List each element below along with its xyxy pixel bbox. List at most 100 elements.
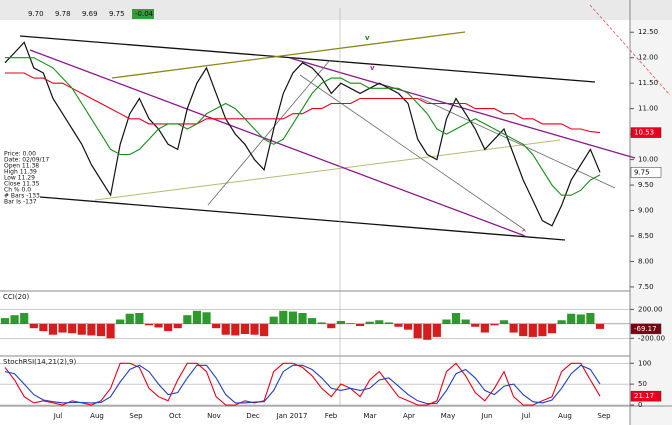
trend-lines	[19, 4, 671, 405]
bar	[509, 323, 518, 333]
bar	[576, 314, 585, 324]
bar	[192, 310, 202, 324]
bar	[269, 316, 278, 324]
header-value: 9.78	[55, 10, 71, 18]
bar	[308, 318, 317, 324]
bar	[595, 323, 605, 329]
bar	[519, 323, 528, 337]
trend-line	[111, 31, 466, 79]
annotation: v	[365, 34, 370, 42]
bar	[586, 313, 595, 324]
header-value: -0.04	[135, 10, 154, 18]
bar	[221, 323, 230, 335]
bar	[144, 323, 154, 326]
header-bar	[0, 0, 672, 20]
bar	[423, 323, 432, 340]
change-box	[132, 9, 154, 19]
bar	[29, 323, 38, 329]
series-line	[5, 72, 601, 134]
x-tick-label: Jun	[481, 412, 493, 420]
info-line: Date: 02/09/17	[4, 157, 49, 164]
x-tick-label: Apr	[403, 412, 415, 420]
bar	[58, 323, 67, 333]
info-line: Ch % 0.0	[4, 187, 31, 194]
bar	[394, 323, 403, 327]
info-line: Close 11.35	[4, 181, 40, 188]
price-tag-label: 9.75	[634, 168, 650, 176]
trend-line	[207, 59, 331, 206]
x-tick-label: Jul	[521, 412, 531, 420]
x-tick-label: Sep	[597, 412, 611, 420]
price-tag	[630, 323, 662, 335]
x-tick-label: May	[441, 412, 455, 420]
bar	[288, 311, 297, 324]
trend-line	[419, 97, 616, 189]
bar	[499, 320, 509, 324]
panel-title: CCI(20)	[3, 293, 29, 301]
bar	[48, 323, 58, 335]
y-tick-label: 50	[638, 380, 647, 388]
info-line: Low 11.29	[4, 175, 35, 182]
header: 9.70 9.78 9.69 9.75 -0.04	[28, 9, 154, 19]
right-axis-bg	[630, 0, 672, 425]
bar	[202, 312, 211, 324]
price-tag-label: -69.17	[634, 325, 657, 333]
y-tick-label: 11.00	[638, 105, 658, 113]
x-tick-label: Mar	[363, 412, 376, 420]
bar	[471, 323, 480, 327]
x-tick-label: Aug	[558, 412, 572, 420]
trend-line	[39, 196, 566, 241]
trend-line	[589, 4, 671, 96]
bar	[106, 323, 115, 339]
bar	[327, 323, 336, 329]
bar	[538, 323, 547, 337]
x-tick-label: Jan 2017	[276, 412, 308, 420]
x-tick-label: Dec	[246, 412, 260, 420]
bar	[77, 323, 86, 335]
bar	[240, 323, 249, 334]
bar	[183, 315, 192, 324]
bar	[451, 313, 461, 324]
price-tag	[630, 390, 662, 402]
info-line: Open 11.38	[4, 163, 39, 170]
bar	[10, 315, 19, 324]
bar	[461, 319, 470, 324]
x-tick-label: Sep	[129, 412, 143, 420]
y-tick-label: 100	[638, 359, 651, 367]
bar	[87, 323, 96, 336]
bar	[432, 323, 441, 337]
bar	[250, 323, 259, 335]
bar	[39, 323, 48, 332]
bar	[480, 323, 489, 333]
info-line: Price: 0.00	[4, 151, 36, 158]
bar	[135, 313, 144, 324]
bar	[336, 320, 345, 324]
header-value: 9.75	[109, 10, 125, 18]
info-line: High 11.39	[4, 169, 37, 176]
bar	[375, 320, 384, 324]
y-tick-label: 7.50	[638, 283, 654, 291]
x-tick-label: Nov	[207, 412, 221, 420]
bar	[346, 323, 355, 324]
info-line: Bar Is -137	[4, 199, 37, 206]
price-tag-label: 10.53	[634, 129, 654, 137]
panel-title: StochRSI(14,21(2),9)	[3, 358, 76, 366]
bar	[173, 323, 182, 329]
bar	[0, 318, 10, 324]
series-line	[4, 364, 601, 405]
y-tick-label: -200.00	[638, 334, 665, 342]
y-tick-label: 8.50	[638, 232, 654, 240]
bar	[96, 323, 106, 337]
bar	[279, 310, 288, 324]
info-box: Price: 0.00 Date: 02/09/17 Open 11.38 Hi…	[4, 151, 49, 206]
bar	[154, 323, 163, 328]
bar	[298, 313, 307, 324]
price-tag	[630, 167, 662, 178]
x-tick-label: Feb	[325, 412, 338, 420]
y-tick-label: 0	[638, 401, 642, 409]
bar	[528, 323, 537, 337]
bar	[403, 323, 413, 330]
bar	[317, 322, 326, 324]
